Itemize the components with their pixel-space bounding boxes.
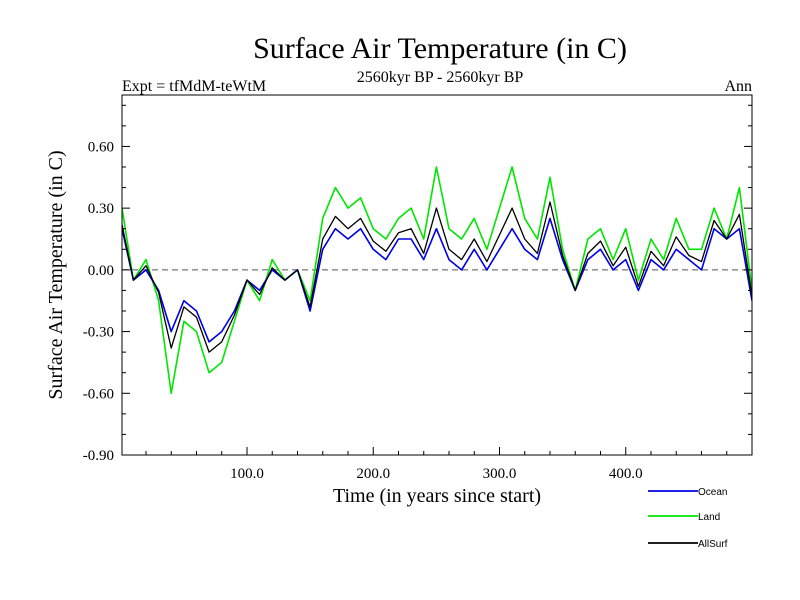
series-group <box>122 166 752 395</box>
y-axis: -0.90 -0.60 -0.30 0.00 0.30 0.60 <box>83 104 752 464</box>
y-tick-label: 0.30 <box>88 201 114 217</box>
legend-label-allsurf: AllSurf <box>698 539 728 550</box>
legend-label-ocean: Ocean <box>698 487 727 498</box>
y-axis-label: Surface Air Temperature (in C) <box>45 150 67 399</box>
y-tick-label: 0.00 <box>88 263 114 279</box>
chart-title: Surface Air Temperature (in C) <box>253 32 627 65</box>
y-tick-label: 0.60 <box>88 139 114 155</box>
y-tick-label: -0.90 <box>83 448 114 464</box>
series-line-ocean <box>122 217 752 343</box>
chart-subtitle: 2560kyr BP - 2560kyr BP <box>357 69 524 86</box>
series-line-land <box>122 166 752 395</box>
x-tick-label: 400.0 <box>609 466 643 482</box>
legend-label-land: Land <box>698 512 720 523</box>
legend: Ocean Land AllSurf <box>648 487 728 550</box>
x-tick-label: 100.0 <box>230 466 264 482</box>
experiment-label: Expt = tfMdM-teWtM <box>122 78 266 95</box>
season-label: Ann <box>724 78 752 95</box>
series-line-allsurf <box>122 201 752 353</box>
x-axis: 100.0 200.0 300.0 400.0 <box>145 447 728 482</box>
y-tick-label: -0.60 <box>83 386 114 402</box>
x-tick-label: 200.0 <box>356 466 390 482</box>
plot-frame <box>121 94 753 456</box>
x-axis-label: Time (in years since start) <box>333 485 541 507</box>
x-tick-label: 300.0 <box>483 466 517 482</box>
y-tick-label: -0.30 <box>83 325 114 341</box>
